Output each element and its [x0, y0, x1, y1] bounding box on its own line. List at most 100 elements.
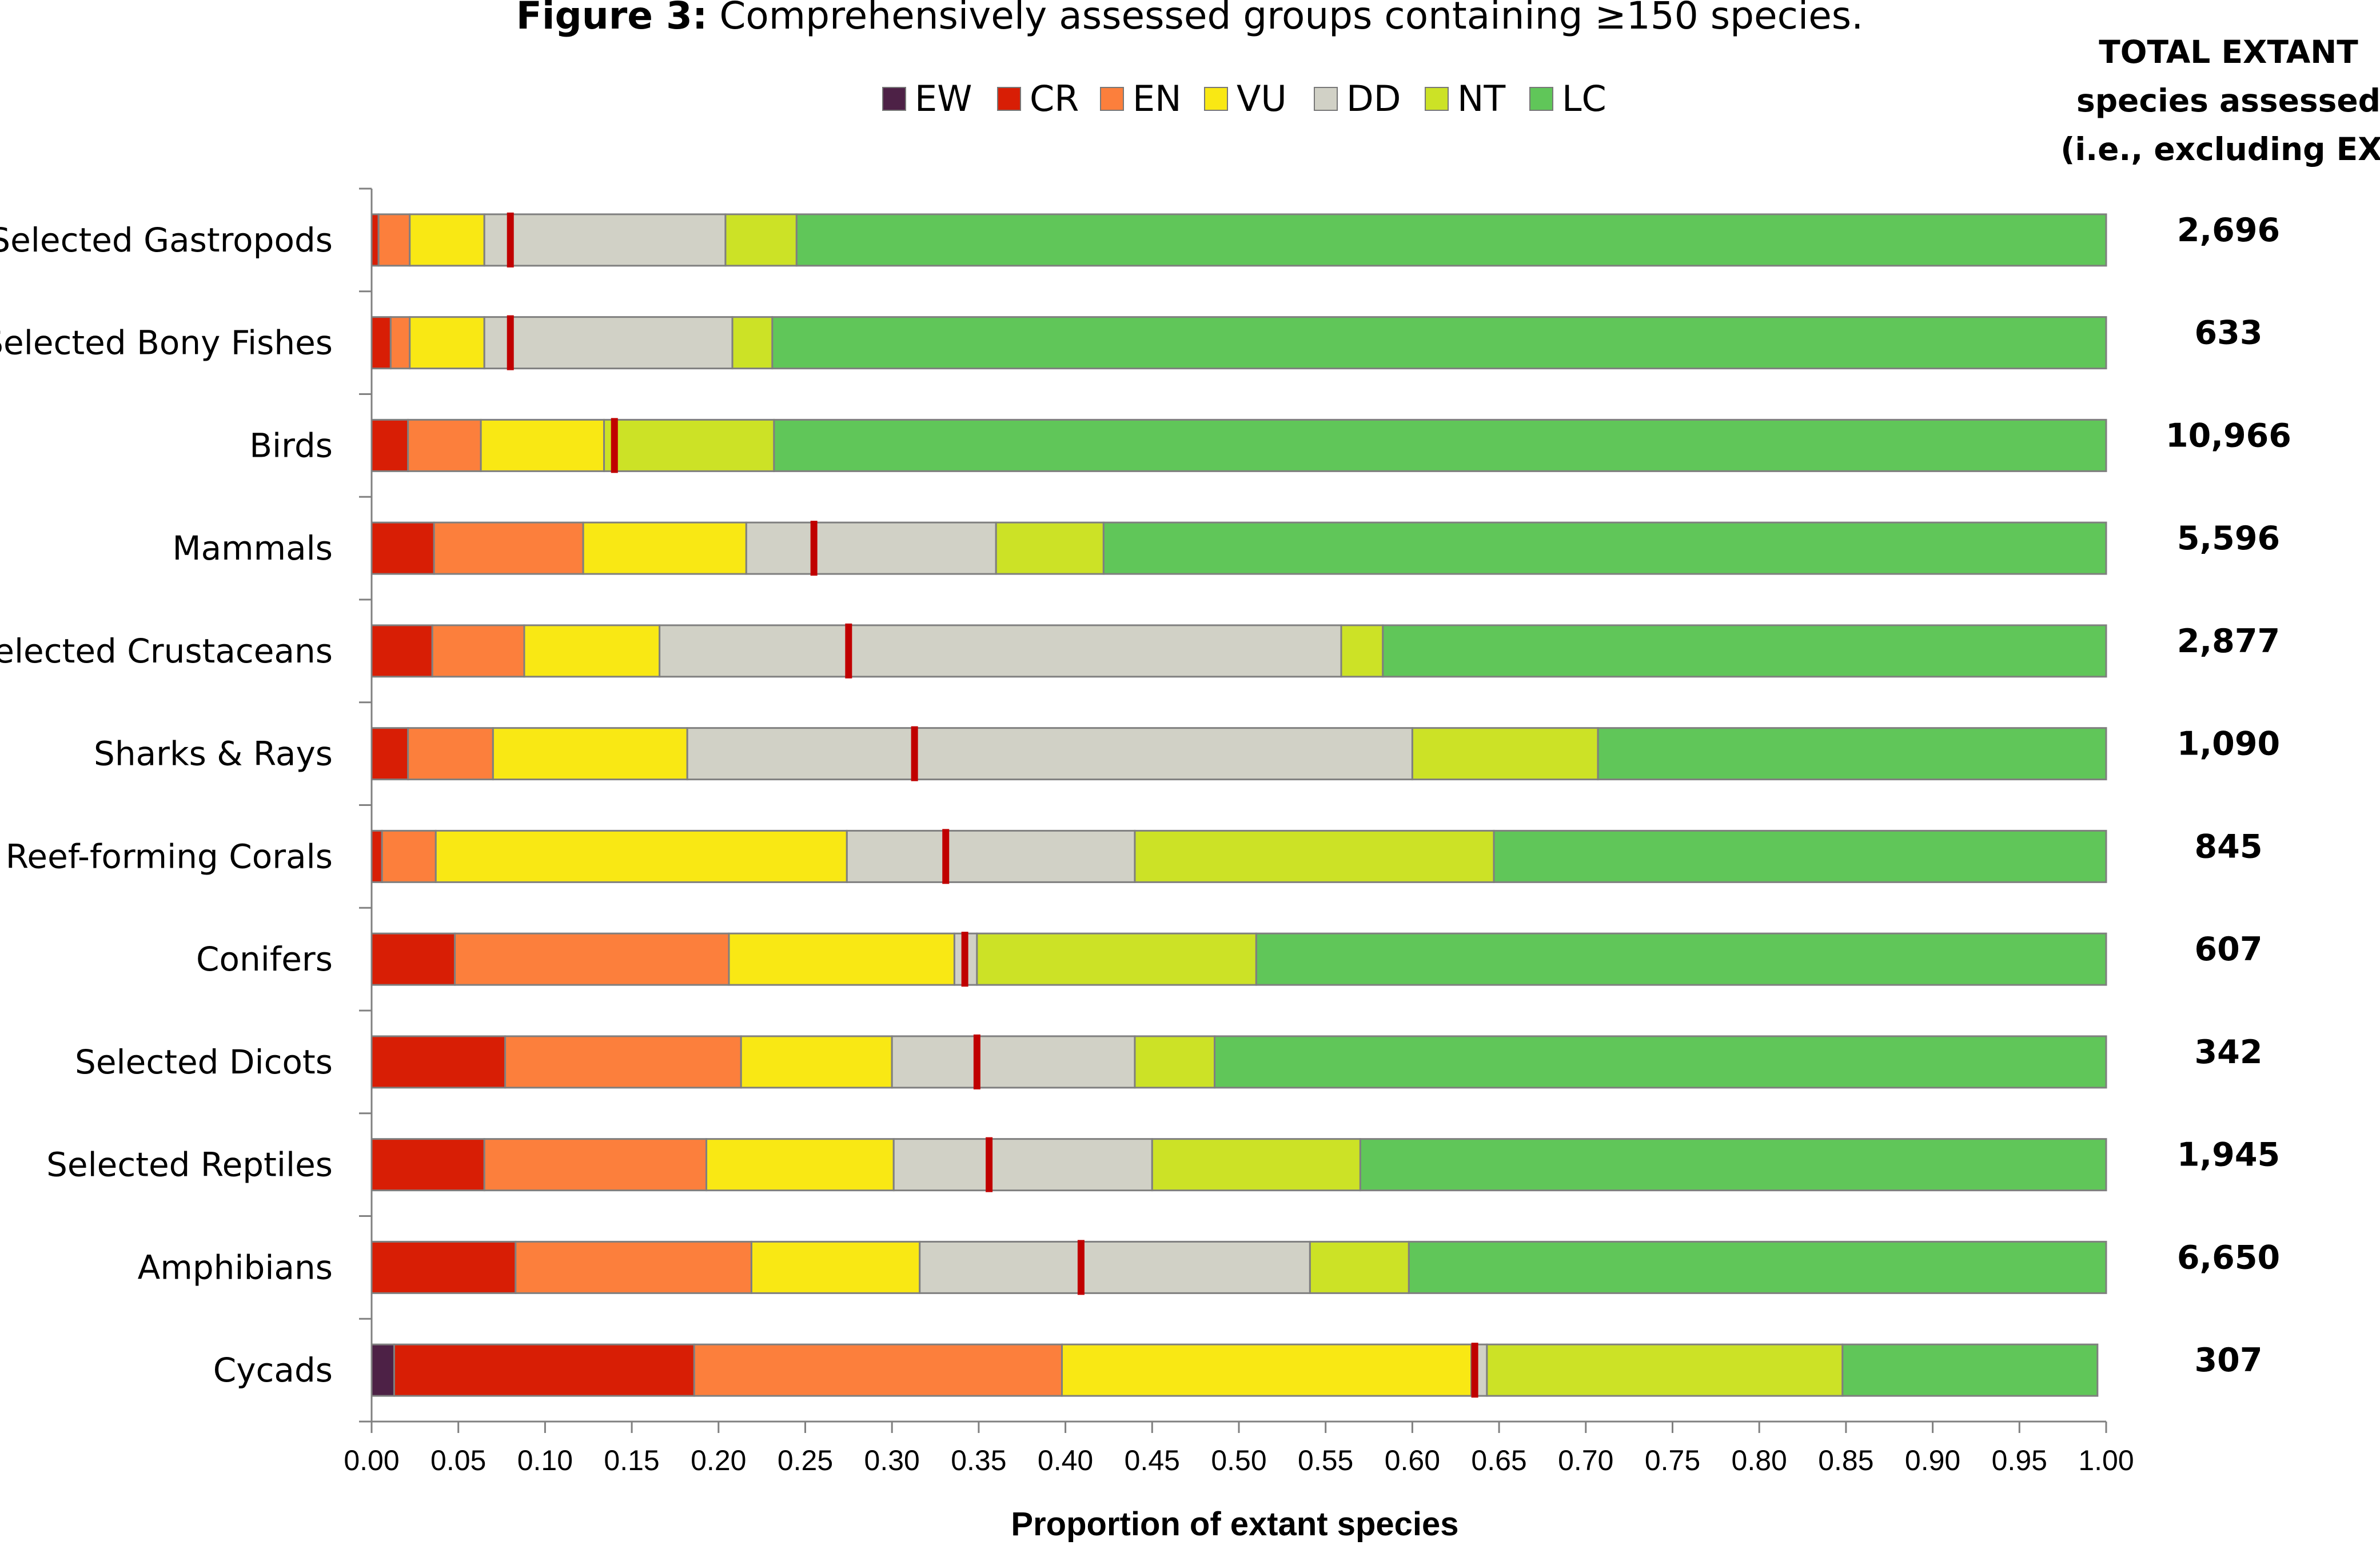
legend-swatch-cr [997, 87, 1021, 111]
bar-segment-cr [370, 316, 392, 370]
bar-segment-lc [1841, 1343, 2099, 1397]
legend-item-dd: DD [1314, 78, 1401, 119]
bar-segment-en [407, 418, 482, 472]
x-tick-label: 0.55 [1298, 1444, 1353, 1476]
bar-segment-ew [370, 1343, 395, 1397]
legend-swatch-nt [1425, 87, 1449, 111]
bar-segment-lc [1102, 521, 2107, 575]
legend-label-cr: CR [1030, 78, 1079, 119]
bar-segment-lc [1597, 727, 2107, 781]
legend-label-dd: DD [1346, 78, 1401, 119]
bar-segment-dd [483, 316, 733, 370]
bar-segment-cr [393, 1343, 695, 1397]
category-label: Conifers [196, 940, 333, 979]
x-tick-label: 0.95 [1992, 1444, 2047, 1476]
bar-segment-vu [409, 213, 485, 267]
legend-item-en: EN [1100, 78, 1182, 119]
bar-segment-cr [370, 1240, 517, 1294]
bar-segment-lc [1408, 1240, 2107, 1294]
legend-label-ew: EW [915, 78, 972, 119]
bar-segment-en [431, 624, 525, 678]
x-tick-label: 0.60 [1385, 1444, 1440, 1476]
category-label: Selected Reptiles [46, 1145, 333, 1184]
bar-segment-lc [1359, 1138, 2107, 1192]
x-tick-label: 0.70 [1558, 1444, 1613, 1476]
legend-item-lc: LC [1529, 78, 1606, 119]
bar-segment-vu [480, 418, 605, 472]
category-label: Selected Crustaceans [0, 632, 333, 670]
bar-segment-dd [686, 727, 1413, 781]
x-tick-label: 0.80 [1732, 1444, 1787, 1476]
x-tick-label: 0.75 [1645, 1444, 1700, 1476]
bar-row [370, 315, 2107, 370]
chart-title: Figure 3: Comprehensively assessed group… [516, 0, 1863, 38]
x-tick-label: 0.15 [604, 1444, 659, 1476]
bar-segment-en [454, 932, 730, 986]
x-tick-label: 0.50 [1211, 1444, 1266, 1476]
threatened-marker [973, 1034, 980, 1089]
total-value: 633 [2195, 314, 2263, 352]
bar-segment-en [693, 1343, 1063, 1397]
threatened-marker [911, 726, 918, 781]
threatened-marker [961, 932, 968, 987]
category-label: Selected Bony Fishes [0, 324, 333, 362]
category-labels: Selected Gastropods Selected Bony Fishes B… [0, 221, 333, 1390]
category-label: Reef-forming Corals [6, 837, 333, 876]
category-label: Selected Gastropods [0, 221, 333, 260]
bar-segment-cr [370, 1035, 507, 1089]
bar-segment-cr [370, 521, 435, 575]
bar-segment-nt [724, 213, 798, 267]
bar-segment-vu [434, 829, 848, 883]
threatened-marker [986, 1137, 993, 1192]
bar-segment-en [504, 1035, 742, 1089]
legend-label-lc: LC [1562, 78, 1606, 119]
threatened-marker [1471, 1343, 1478, 1398]
category-label: Amphibians [138, 1248, 333, 1287]
bar-row [370, 521, 2107, 576]
x-tick-label: 0.90 [1905, 1444, 1960, 1476]
bar-segment-vu [750, 1240, 921, 1294]
bar-segment-dd [846, 829, 1136, 883]
bar-segment-cr [370, 624, 433, 678]
bar-segment-cr [370, 418, 409, 472]
bar-segment-dd [919, 1240, 1311, 1294]
bar-segment-vu [728, 932, 955, 986]
bar-segment-en [381, 829, 437, 883]
bar-segment-vu [740, 1035, 893, 1089]
chart-title-bold: Figure 3: [516, 0, 708, 38]
threatened-marker [845, 623, 852, 678]
category-label: Selected Dicots [75, 1043, 333, 1081]
bar-segment-cr [370, 727, 409, 781]
bar-segment-dd [483, 213, 727, 267]
total-value: 10,966 [2166, 417, 2291, 454]
bar-segment-dd [745, 521, 997, 575]
totals-header: TOTAL EXTANT species assessed (i.e., exclu… [2060, 34, 2380, 167]
bar-segment-lc [771, 316, 2107, 370]
x-tick-label: 0.40 [1038, 1444, 1093, 1476]
legend-item-nt: NT [1425, 78, 1506, 119]
bar-segment-nt [1134, 1035, 1216, 1089]
x-tick-label: 0.30 [864, 1444, 920, 1476]
total-value: 845 [2195, 828, 2263, 865]
legend-swatch-lc [1529, 87, 1553, 111]
totals-header-line: (i.e., excluding EX) [2060, 131, 2380, 167]
x-tick-label: 0.10 [517, 1444, 573, 1476]
bar-segment-nt [603, 418, 775, 472]
x-tick-label: 0.25 [778, 1444, 833, 1476]
bar-segment-cr [370, 213, 380, 267]
bar-segment-dd [891, 1035, 1136, 1089]
category-label: Mammals [173, 529, 333, 568]
bar-segment-nt [1151, 1138, 1361, 1192]
bar-segment-lc [1214, 1035, 2107, 1089]
bar-row [370, 623, 2107, 678]
threatened-marker [942, 829, 950, 884]
bar-segment-lc [795, 213, 2107, 267]
bar-row [370, 212, 2107, 268]
total-value: 6,650 [2177, 1239, 2280, 1276]
bar-row [370, 829, 2107, 884]
bar-segment-en [483, 1138, 708, 1192]
legend: EW CR EN VU DD NT LC [882, 78, 1606, 119]
bar-segment-en [407, 727, 494, 781]
totals-header-line: species assessed [2076, 82, 2380, 119]
